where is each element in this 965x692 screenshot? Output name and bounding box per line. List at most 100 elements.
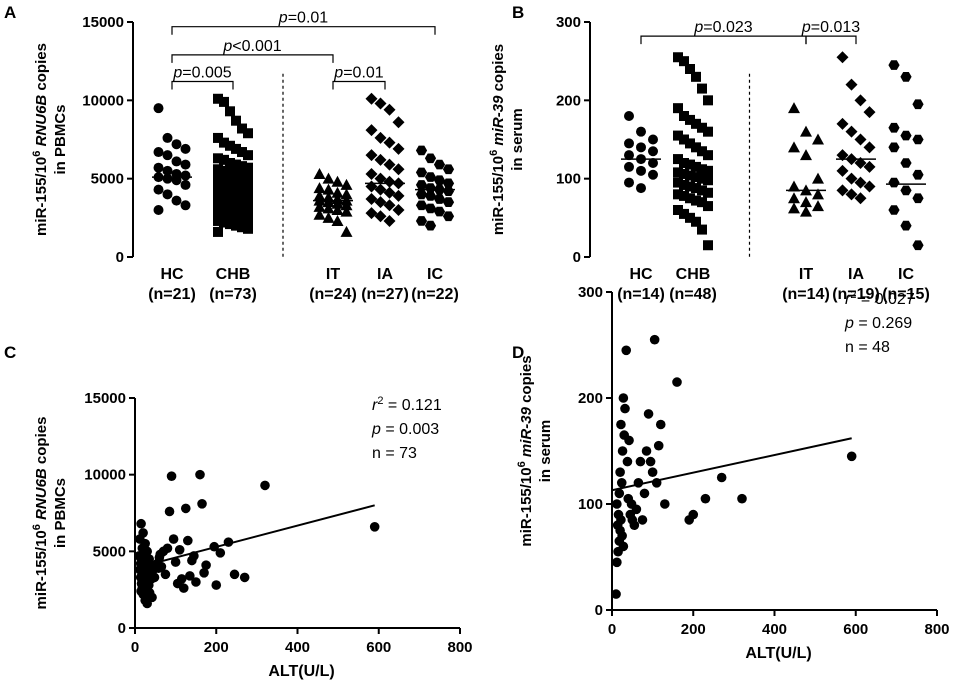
chb-point	[691, 72, 701, 82]
ia-point	[393, 116, 405, 128]
data-point	[630, 520, 640, 530]
hc-point	[648, 170, 658, 180]
ic-point	[888, 60, 899, 70]
x-tick-label: 400	[762, 621, 787, 638]
x-tick-label: 200	[204, 639, 229, 656]
chb-point	[219, 97, 229, 107]
it-point	[332, 215, 344, 226]
data-point	[612, 499, 622, 509]
hc-point	[154, 163, 164, 173]
p-value-label: p=0.01	[278, 10, 328, 27]
r-squared-value: = 0.027	[856, 291, 914, 308]
p-value: <0.001	[232, 38, 281, 55]
ic-point	[912, 135, 923, 145]
y-axis-label-line2: in PBMCs	[52, 104, 69, 174]
p-symbol: p	[844, 315, 854, 332]
y-label-gene: miR-39	[518, 406, 535, 461]
ia-point	[855, 94, 867, 106]
p-value-label: p = 0.003	[371, 421, 439, 438]
chb-point	[243, 224, 253, 234]
ic-point	[912, 99, 923, 109]
it-point	[812, 200, 824, 211]
p-value: = 0.269	[854, 315, 912, 332]
p-symbol: p	[172, 65, 182, 82]
hc-point	[172, 139, 182, 149]
y-label-text: miR-155/10	[33, 157, 50, 236]
hc-point	[636, 142, 646, 152]
it-point	[341, 226, 353, 237]
y-label-text: miR-155/10	[518, 467, 535, 546]
category-n-label: (n=24)	[309, 286, 357, 303]
r-squared-label: r2 = 0.121	[372, 395, 442, 414]
category-label: CHB	[216, 266, 251, 283]
data-point	[260, 481, 270, 491]
comparison-bracket	[641, 36, 806, 44]
category-label: IT	[799, 266, 813, 283]
it-point	[788, 141, 800, 152]
hc-point	[172, 156, 182, 166]
chb-point	[703, 127, 713, 137]
y-axis-label: miR-155/106 miR-39 copiesin serum	[488, 44, 526, 235]
data-point	[142, 599, 152, 609]
ia-point	[393, 143, 405, 155]
data-point	[150, 573, 160, 583]
comparison-bracket	[806, 36, 856, 44]
p-value: =0.013	[811, 19, 860, 36]
data-point	[619, 393, 629, 403]
category-label: CHB	[676, 266, 711, 283]
ia-point	[846, 79, 858, 91]
category-label: IT	[326, 266, 340, 283]
data-point	[612, 558, 622, 568]
hc-point	[624, 162, 634, 172]
hc-point	[181, 160, 191, 170]
p-value-label: p=0.01	[333, 65, 383, 82]
data-point	[619, 542, 629, 552]
y-label-text: copies	[33, 43, 50, 95]
hc-point	[163, 150, 173, 160]
y-label-text: copies	[490, 44, 507, 96]
p-symbol: p	[278, 10, 288, 27]
hc-point	[163, 133, 173, 143]
data-point	[646, 457, 656, 467]
it-point	[332, 176, 344, 187]
it-point	[800, 149, 812, 160]
y-tick-label: 200	[556, 92, 581, 109]
ia-point	[837, 165, 849, 177]
category-n-label: (n=73)	[209, 286, 257, 303]
ic-point	[443, 164, 454, 174]
hc-point	[181, 171, 191, 181]
ic-point	[900, 72, 911, 82]
data-point	[656, 420, 666, 430]
y-tick-label: 100	[578, 496, 603, 513]
y-label-gene: RNU6B	[33, 468, 50, 524]
data-point	[179, 583, 189, 593]
x-tick-label: 600	[366, 639, 391, 656]
ic-point	[912, 193, 923, 203]
ia-point	[855, 134, 867, 146]
ic-point	[416, 168, 427, 178]
y-label-text: copies	[33, 417, 50, 469]
hc-point	[624, 178, 634, 188]
ic-point	[900, 221, 911, 231]
category-label: IA	[377, 266, 393, 283]
p-value-label: p<0.001	[222, 38, 281, 55]
x-axis-label: ALT(U/L)	[268, 663, 334, 680]
p-value: = 0.003	[381, 421, 439, 438]
chb-point	[225, 106, 235, 116]
chb-point	[703, 95, 713, 105]
hc-point	[172, 196, 182, 206]
ic-point	[900, 131, 911, 141]
ic-point	[888, 205, 899, 215]
data-point	[638, 515, 648, 525]
hc-point	[154, 185, 164, 195]
data-point	[621, 346, 631, 356]
p-value-label: p=0.005	[172, 65, 231, 82]
category-label: HC	[160, 266, 184, 283]
data-point	[688, 510, 698, 520]
ia-point	[837, 118, 849, 130]
hc-point	[636, 183, 646, 193]
chb-point	[213, 227, 223, 237]
ic-point	[443, 186, 454, 196]
data-point	[618, 446, 628, 456]
y-axis-label-line1: miR-155/106 miR-39 copies	[516, 355, 535, 546]
